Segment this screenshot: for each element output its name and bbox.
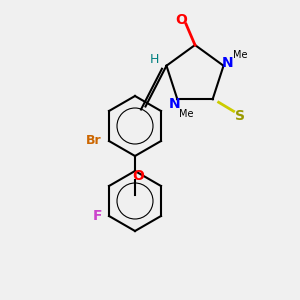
- Text: N: N: [169, 97, 180, 111]
- Text: N: N: [222, 56, 234, 70]
- Text: Me: Me: [179, 109, 194, 119]
- Text: F: F: [92, 209, 102, 223]
- Text: Br: Br: [86, 134, 102, 148]
- Text: O: O: [132, 169, 144, 182]
- Text: H: H: [150, 53, 159, 66]
- Text: O: O: [176, 13, 188, 26]
- Text: S: S: [235, 109, 244, 123]
- Text: Me: Me: [233, 50, 247, 60]
